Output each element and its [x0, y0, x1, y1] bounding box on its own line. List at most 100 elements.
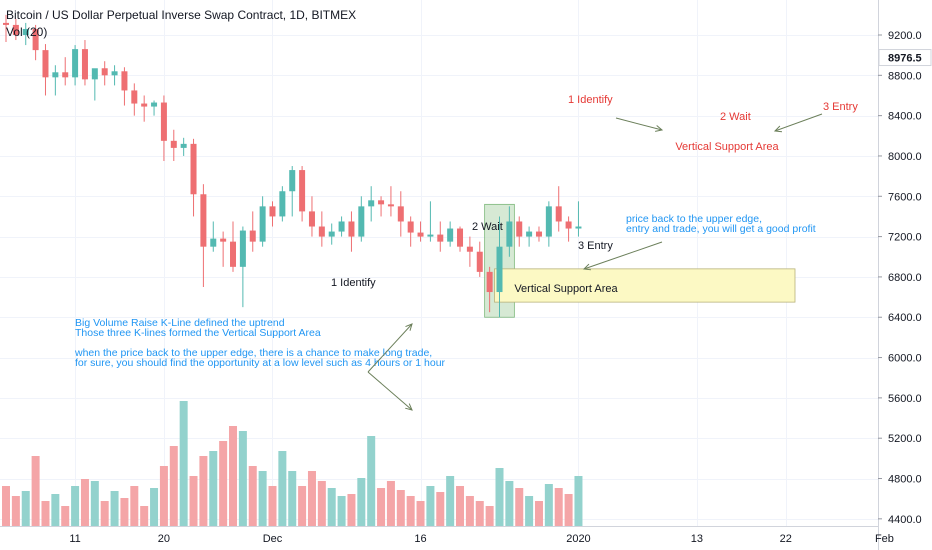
candle-body: [535, 231, 542, 237]
time-tick-label: Feb: [875, 533, 894, 545]
candle[interactable]: [32, 24, 39, 61]
candle[interactable]: [516, 216, 523, 247]
candle-body: [131, 90, 138, 104]
volume-bar: [100, 501, 109, 526]
candle[interactable]: [101, 61, 108, 86]
candle[interactable]: [437, 221, 444, 252]
candle-body: [328, 231, 335, 237]
candle[interactable]: [121, 67, 128, 106]
candle-body: [437, 234, 444, 242]
candle[interactable]: [575, 201, 582, 237]
arrow-to-identify: [367, 323, 413, 373]
candle[interactable]: [141, 95, 148, 122]
volume-bar: [456, 486, 465, 526]
candle[interactable]: [378, 196, 385, 217]
volume-bar: [199, 456, 208, 526]
volume-bar: [554, 488, 563, 526]
candle[interactable]: [368, 186, 375, 222]
volume-bar: [41, 501, 50, 526]
candle[interactable]: [22, 22, 29, 46]
price-tick-label: 6800.0: [888, 272, 922, 284]
candle-body: [121, 71, 128, 91]
price-tick-label: 7200.0: [888, 232, 922, 244]
candle[interactable]: [328, 223, 335, 245]
candle[interactable]: [190, 138, 197, 217]
candle[interactable]: [358, 196, 365, 242]
candle[interactable]: [486, 266, 493, 313]
candle[interactable]: [526, 226, 533, 247]
volume-bar: [396, 490, 405, 526]
candle[interactable]: [160, 95, 167, 161]
time-tick-label: 11: [69, 533, 80, 545]
candle[interactable]: [151, 100, 158, 116]
candle[interactable]: [407, 216, 414, 247]
volume-bar: [475, 501, 484, 526]
volume-indicator-label[interactable]: Vol (20): [6, 25, 48, 39]
candle[interactable]: [348, 211, 355, 252]
candle[interactable]: [72, 45, 79, 86]
chart-title: Bitcoin / US Dollar Perpetual Inverse Sw…: [6, 8, 357, 22]
candle[interactable]: [12, 18, 19, 41]
candle[interactable]: [496, 216, 503, 318]
arrow-to-left-entry: [582, 241, 663, 271]
candle[interactable]: [279, 186, 286, 222]
candle[interactable]: [170, 129, 177, 161]
candle[interactable]: [210, 221, 217, 252]
candle[interactable]: [545, 201, 552, 247]
volume-bar: [416, 501, 425, 526]
candle[interactable]: [259, 196, 266, 247]
candle[interactable]: [506, 206, 513, 257]
candle[interactable]: [249, 211, 256, 252]
volume-bar: [485, 506, 494, 526]
candle[interactable]: [397, 191, 404, 237]
candle[interactable]: [200, 184, 207, 287]
candle[interactable]: [220, 231, 227, 267]
price-tick-label: 4800.0: [888, 474, 922, 486]
right-wait-label: 2 Wait: [720, 111, 751, 123]
candle-body: [180, 143, 187, 148]
candle[interactable]: [565, 216, 572, 242]
time-tick-label: 20: [158, 533, 170, 545]
candle[interactable]: [289, 166, 296, 217]
candle[interactable]: [239, 226, 246, 308]
candle-body: [289, 170, 296, 192]
candle[interactable]: [457, 226, 464, 252]
candle[interactable]: [230, 221, 237, 272]
candle[interactable]: [3, 14, 9, 43]
lower-note-line-4: for sure, you should find the opportunit…: [75, 357, 446, 369]
candle[interactable]: [417, 221, 424, 242]
candle-body: [417, 232, 424, 237]
last-price-badge: [878, 49, 932, 67]
candle[interactable]: [62, 57, 69, 86]
candle[interactable]: [535, 226, 542, 242]
candle[interactable]: [269, 201, 276, 227]
candle[interactable]: [131, 83, 138, 116]
price-tick-label: 7600.0: [888, 191, 922, 203]
candle[interactable]: [299, 166, 306, 222]
candle-body: [81, 49, 88, 80]
candle[interactable]: [466, 236, 473, 267]
candle[interactable]: [447, 221, 454, 247]
candle[interactable]: [427, 201, 434, 242]
candle-body: [101, 68, 108, 76]
volume-bar: [150, 488, 159, 526]
candle[interactable]: [555, 186, 562, 232]
candle[interactable]: [318, 211, 325, 247]
candle[interactable]: [338, 216, 345, 237]
candle[interactable]: [52, 65, 59, 96]
candle[interactable]: [476, 241, 483, 277]
candle[interactable]: [81, 40, 88, 86]
time-tick-label: 22: [780, 533, 792, 545]
candle[interactable]: [42, 44, 49, 96]
right-support-label: Vertical Support Area: [675, 141, 779, 153]
candle[interactable]: [91, 68, 98, 101]
candle[interactable]: [180, 137, 187, 156]
candle[interactable]: [387, 186, 394, 217]
candle[interactable]: [308, 196, 315, 237]
candle[interactable]: [111, 65, 118, 86]
volume-bar: [544, 484, 553, 526]
candle-body: [210, 238, 217, 247]
time-axis-bg: [0, 526, 878, 550]
